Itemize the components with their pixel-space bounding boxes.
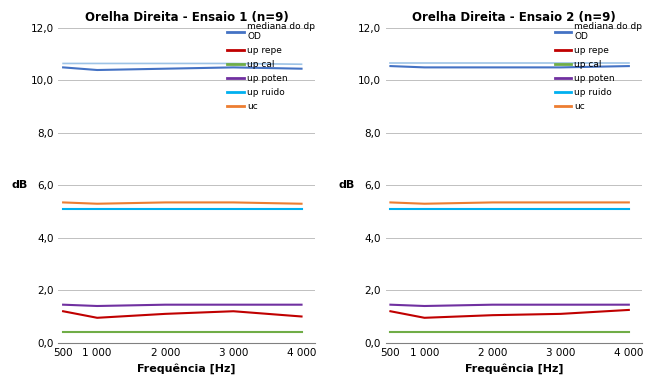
Legend: mediana do dp
OD, up repe, up cal, up poten, up ruido, uc: mediana do dp OD, up repe, up cal, up po… <box>554 22 642 111</box>
X-axis label: Frequência [Hz]: Frequência [Hz] <box>138 363 236 374</box>
X-axis label: Frequência [Hz]: Frequência [Hz] <box>465 363 564 374</box>
Title: Orelha Direita - Ensaio 2 (n=9): Orelha Direita - Ensaio 2 (n=9) <box>412 11 616 24</box>
Title: Orelha Direita - Ensaio 1 (n=9): Orelha Direita - Ensaio 1 (n=9) <box>85 11 289 24</box>
Legend: mediana do dp
OD, up repe, up cal, up poten, up ruido, uc: mediana do dp OD, up repe, up cal, up po… <box>227 22 315 111</box>
Y-axis label: dB: dB <box>11 181 28 190</box>
Y-axis label: dB: dB <box>338 181 355 190</box>
